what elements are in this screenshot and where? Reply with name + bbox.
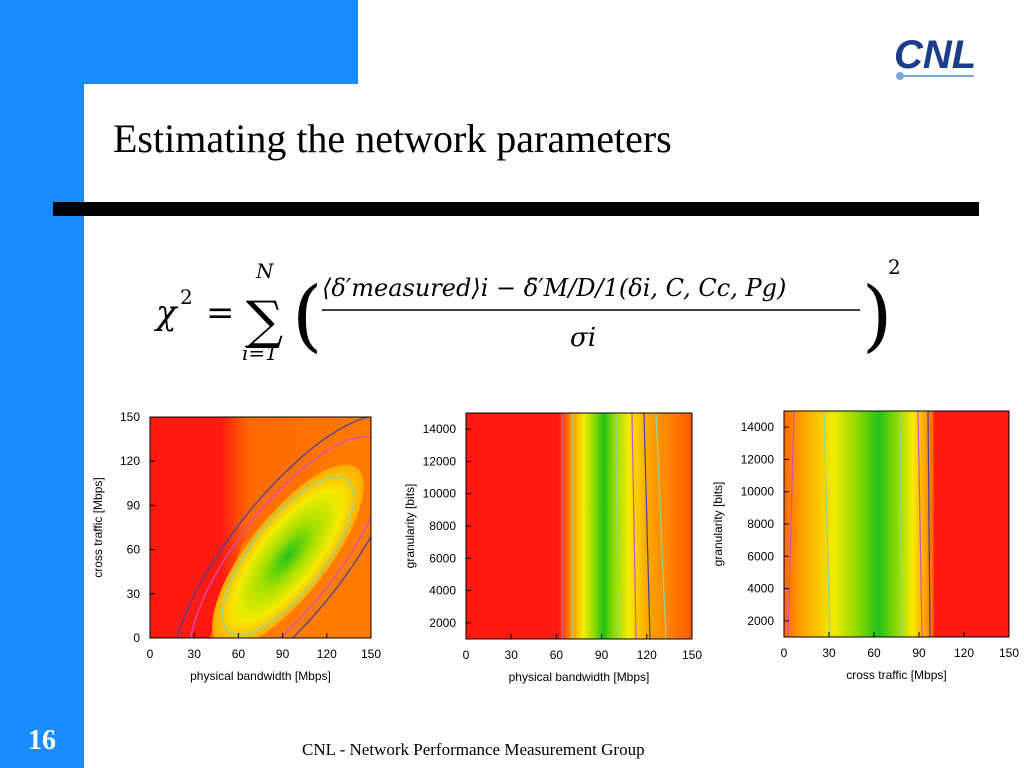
x-tick-label: 120 — [637, 648, 657, 662]
x-tick-label: 0 — [781, 646, 788, 660]
x-axis-label: physical bandwidth [Mbps] — [509, 670, 650, 684]
footer-text: CNL - Network Performance Measurement Gr… — [302, 740, 645, 759]
title-divider — [53, 202, 979, 216]
y-tick-label: 2000 — [747, 614, 774, 628]
y-tick-label: 4000 — [747, 582, 774, 596]
y-axis-label: cross traffic [Mbps] — [92, 477, 105, 577]
y-tick-label: 10000 — [741, 485, 775, 499]
formula-sum-sign: ∑ — [246, 291, 283, 351]
heatmap-crosstraffic-vs-granularity: 0 30 60 90 120 150 2000 4000 6000 8000 10000 12000 1… — [712, 410, 1019, 682]
formula-eq: = — [206, 293, 235, 333]
x-tick-label: 30 — [188, 647, 202, 661]
y-tick-label: 2000 — [429, 616, 456, 630]
formula-paren-left: ( — [292, 271, 322, 361]
x-tick-label: 60 — [550, 648, 564, 662]
x-tick-label: 0 — [147, 647, 154, 661]
y-tick-label: 120 — [120, 454, 140, 468]
cnl-logo: CNL — [888, 18, 984, 90]
x-axis-label: cross traffic [Mbps] — [846, 668, 946, 682]
x-tick-label: 90 — [912, 646, 926, 660]
logo-text: CNL — [894, 33, 976, 77]
y-tick-label: 14000 — [423, 422, 457, 436]
x-tick-label: 0 — [463, 648, 470, 662]
x-tick-label: 120 — [954, 646, 974, 660]
y-tick-label: 6000 — [747, 549, 774, 563]
x-tick-label: 90 — [595, 648, 609, 662]
formula-exp: 2 — [180, 285, 193, 309]
formula-outer-exp: 2 — [888, 255, 901, 279]
y-tick-label: 8000 — [429, 519, 456, 533]
formula-numerator: ⟨δ′measured⟩i − δ̄′M/D/1(δi, C, Cc, Pg) — [322, 274, 786, 302]
y-axis-label: granularity [bits] — [712, 482, 725, 567]
page-number: 16 — [28, 725, 56, 756]
formula-sum-lower: i=1 — [242, 341, 278, 364]
y-tick-label: 150 — [120, 410, 140, 424]
formula-denominator: σi — [570, 323, 596, 353]
slide-title: Estimating the network parameters — [113, 116, 672, 161]
y-tick-label: 90 — [127, 498, 141, 512]
blue-side-band — [0, 0, 84, 768]
x-tick-label: 60 — [232, 647, 246, 661]
formula-paren-right: ) — [862, 271, 892, 361]
heatmap-bandwidth-vs-crosstraffic: 0 30 60 90 120 150 0 30 60 90 120 150 physical bandw… — [92, 410, 381, 683]
formula-sum-upper: N — [255, 259, 275, 283]
formula-chi: χ — [154, 293, 179, 333]
chi-square-formula: χ 2 = N ∑ i=1 ( ⟨δ′measured⟩i − δ̄′M/D/1… — [154, 255, 901, 364]
y-tick-label: 0 — [133, 631, 140, 645]
y-tick-label: 4000 — [429, 584, 456, 598]
x-tick-label: 150 — [999, 646, 1019, 660]
x-tick-label: 150 — [682, 648, 702, 662]
y-tick-label: 14000 — [741, 420, 775, 434]
x-tick-label: 90 — [276, 647, 290, 661]
y-tick-label: 30 — [127, 587, 141, 601]
heatmap-bandwidth-vs-granularity: 0 30 60 90 120 150 2000 4000 6000 8000 10000 12000 1… — [404, 412, 702, 684]
y-tick-label: 6000 — [429, 551, 456, 565]
y-tick-label: 12000 — [423, 454, 457, 468]
y-axis-label: granularity [bits] — [404, 484, 417, 569]
x-tick-label: 30 — [822, 646, 836, 660]
y-tick-label: 60 — [127, 543, 141, 557]
x-tick-label: 60 — [867, 646, 881, 660]
y-tick-label: 10000 — [423, 487, 457, 501]
x-tick-label: 150 — [361, 647, 381, 661]
x-axis-label: physical bandwidth [Mbps] — [190, 669, 331, 683]
x-tick-label: 120 — [317, 647, 337, 661]
y-tick-label: 12000 — [741, 452, 775, 466]
y-tick-label: 8000 — [747, 517, 774, 531]
x-tick-label: 30 — [505, 648, 519, 662]
